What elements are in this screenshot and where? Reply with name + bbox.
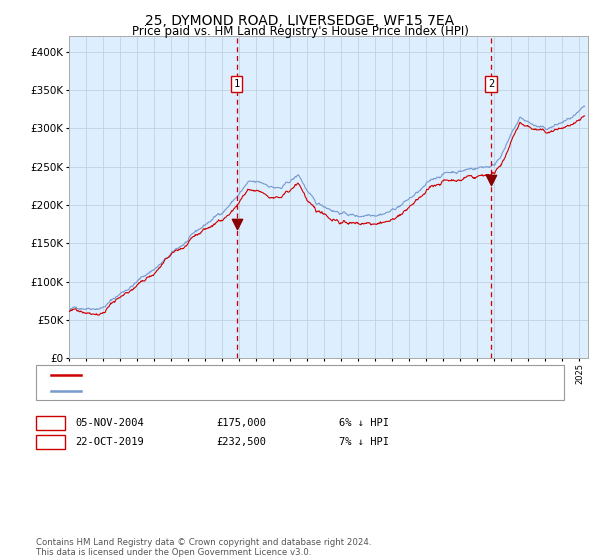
- Text: 1: 1: [233, 79, 240, 89]
- Text: £232,500: £232,500: [216, 437, 266, 447]
- Text: Contains HM Land Registry data © Crown copyright and database right 2024.
This d: Contains HM Land Registry data © Crown c…: [36, 538, 371, 557]
- Text: Price paid vs. HM Land Registry's House Price Index (HPI): Price paid vs. HM Land Registry's House …: [131, 25, 469, 38]
- Text: £175,000: £175,000: [216, 418, 266, 428]
- Text: 6% ↓ HPI: 6% ↓ HPI: [339, 418, 389, 428]
- Text: 2: 2: [488, 79, 494, 89]
- Point: [487, 176, 496, 185]
- Text: 05-NOV-2004: 05-NOV-2004: [75, 418, 144, 428]
- Text: 25, DYMOND ROAD, LIVERSEDGE, WF15 7EA (detached house): 25, DYMOND ROAD, LIVERSEDGE, WF15 7EA (d…: [87, 370, 400, 380]
- Text: 2: 2: [47, 437, 53, 447]
- Point: [232, 220, 241, 228]
- Text: 1: 1: [47, 418, 53, 428]
- Text: 22-OCT-2019: 22-OCT-2019: [75, 437, 144, 447]
- Text: 7% ↓ HPI: 7% ↓ HPI: [339, 437, 389, 447]
- Text: 25, DYMOND ROAD, LIVERSEDGE, WF15 7EA: 25, DYMOND ROAD, LIVERSEDGE, WF15 7EA: [145, 14, 455, 28]
- Text: HPI: Average price, detached house, Kirklees: HPI: Average price, detached house, Kirk…: [87, 385, 311, 395]
